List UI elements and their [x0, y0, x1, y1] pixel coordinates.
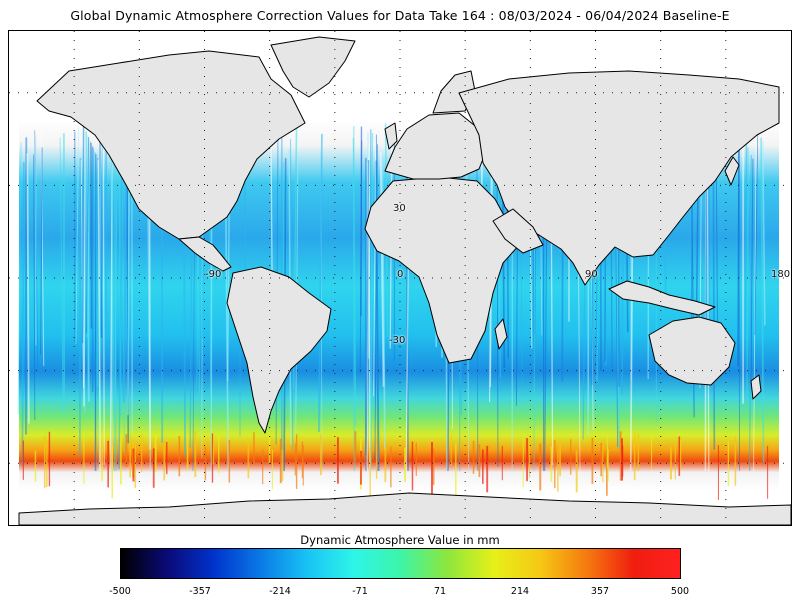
- land-uk: [384, 122, 398, 150]
- track-streak: [59, 137, 64, 412]
- track-streak: [98, 125, 102, 470]
- track-streak: [94, 154, 97, 472]
- track-streak: [749, 154, 752, 472]
- colorbar-tick: 357: [590, 586, 610, 597]
- track-streak: [365, 160, 370, 472]
- map-title: Global Dynamic Atmosphere Correction Val…: [70, 8, 730, 23]
- track-streak: [104, 136, 108, 337]
- track-streak: [40, 147, 43, 355]
- track-streak: [17, 142, 22, 415]
- track-streak: [373, 140, 377, 397]
- land-new-zealand: [750, 374, 762, 400]
- colorbar-tick: -500: [109, 586, 131, 597]
- world-map: -90 0 90 180 30 -30: [8, 30, 792, 526]
- track-streak: [75, 127, 80, 344]
- track-streak: [118, 155, 123, 470]
- track-streak: [79, 158, 82, 457]
- track-streak: [746, 147, 749, 395]
- track-streak: [737, 123, 741, 367]
- track-streak: [87, 140, 91, 397]
- track-streak: [122, 153, 128, 403]
- track-streak: [370, 133, 374, 470]
- colorbar-tick: 500: [670, 586, 690, 597]
- track-streak: [40, 131, 45, 366]
- land-indonesia: [608, 280, 716, 316]
- track-streak: [744, 143, 748, 331]
- colorbar-tick: -357: [189, 586, 211, 597]
- colorbar-title: Dynamic Atmosphere Value in mm: [300, 533, 500, 547]
- land-antarctica: [18, 492, 791, 525]
- track-streak: [100, 129, 103, 334]
- colorbar-tick: -71: [352, 586, 368, 597]
- track-streak: [375, 134, 379, 472]
- track-streak: [97, 159, 102, 472]
- land-central-america: [178, 236, 232, 272]
- track-streak: [379, 151, 385, 387]
- track-streak: [318, 133, 323, 433]
- track-streak: [761, 141, 766, 326]
- track-streak: [750, 158, 754, 385]
- track-streak: [110, 135, 115, 402]
- land-north-america: [36, 50, 306, 240]
- land-australia: [648, 316, 736, 386]
- graticule-label-lon-minus-90: -90: [205, 269, 222, 280]
- land-masses: [18, 36, 791, 525]
- track-streak: [496, 132, 499, 468]
- land-arabia: [492, 208, 544, 254]
- graticule-label-lon-0: 0: [397, 269, 404, 280]
- track-streak: [26, 153, 30, 424]
- land-africa: [364, 176, 522, 364]
- track-streak: [760, 137, 765, 462]
- colorbar-tick: 71: [433, 586, 447, 597]
- graticule-label-lat-minus-30: -30: [389, 335, 406, 346]
- colorbar-tick: -214: [269, 586, 291, 597]
- map-canvas: [9, 31, 791, 525]
- colorbar-tick: 214: [510, 586, 530, 597]
- graticule-label-lon-180: 180: [771, 269, 791, 280]
- track-streak: [754, 130, 759, 335]
- track-streak: [96, 157, 99, 383]
- graticule-label-lon-90: 90: [585, 269, 598, 280]
- track-streak: [113, 138, 117, 472]
- land-greenland: [270, 36, 356, 98]
- land-madagascar: [494, 318, 508, 350]
- graticule-label-lat-30: 30: [393, 203, 406, 214]
- track-streak: [21, 162, 25, 467]
- track-streak: [33, 154, 36, 421]
- track-streak: [753, 126, 757, 472]
- track-streak: [81, 125, 85, 344]
- track-streak: [83, 129, 86, 407]
- track-streak: [85, 137, 90, 334]
- land-south-america: [226, 266, 332, 434]
- colorbar: [120, 548, 681, 579]
- track-streak: [359, 140, 363, 374]
- land-japan: [724, 156, 740, 186]
- track-streak: [102, 131, 105, 465]
